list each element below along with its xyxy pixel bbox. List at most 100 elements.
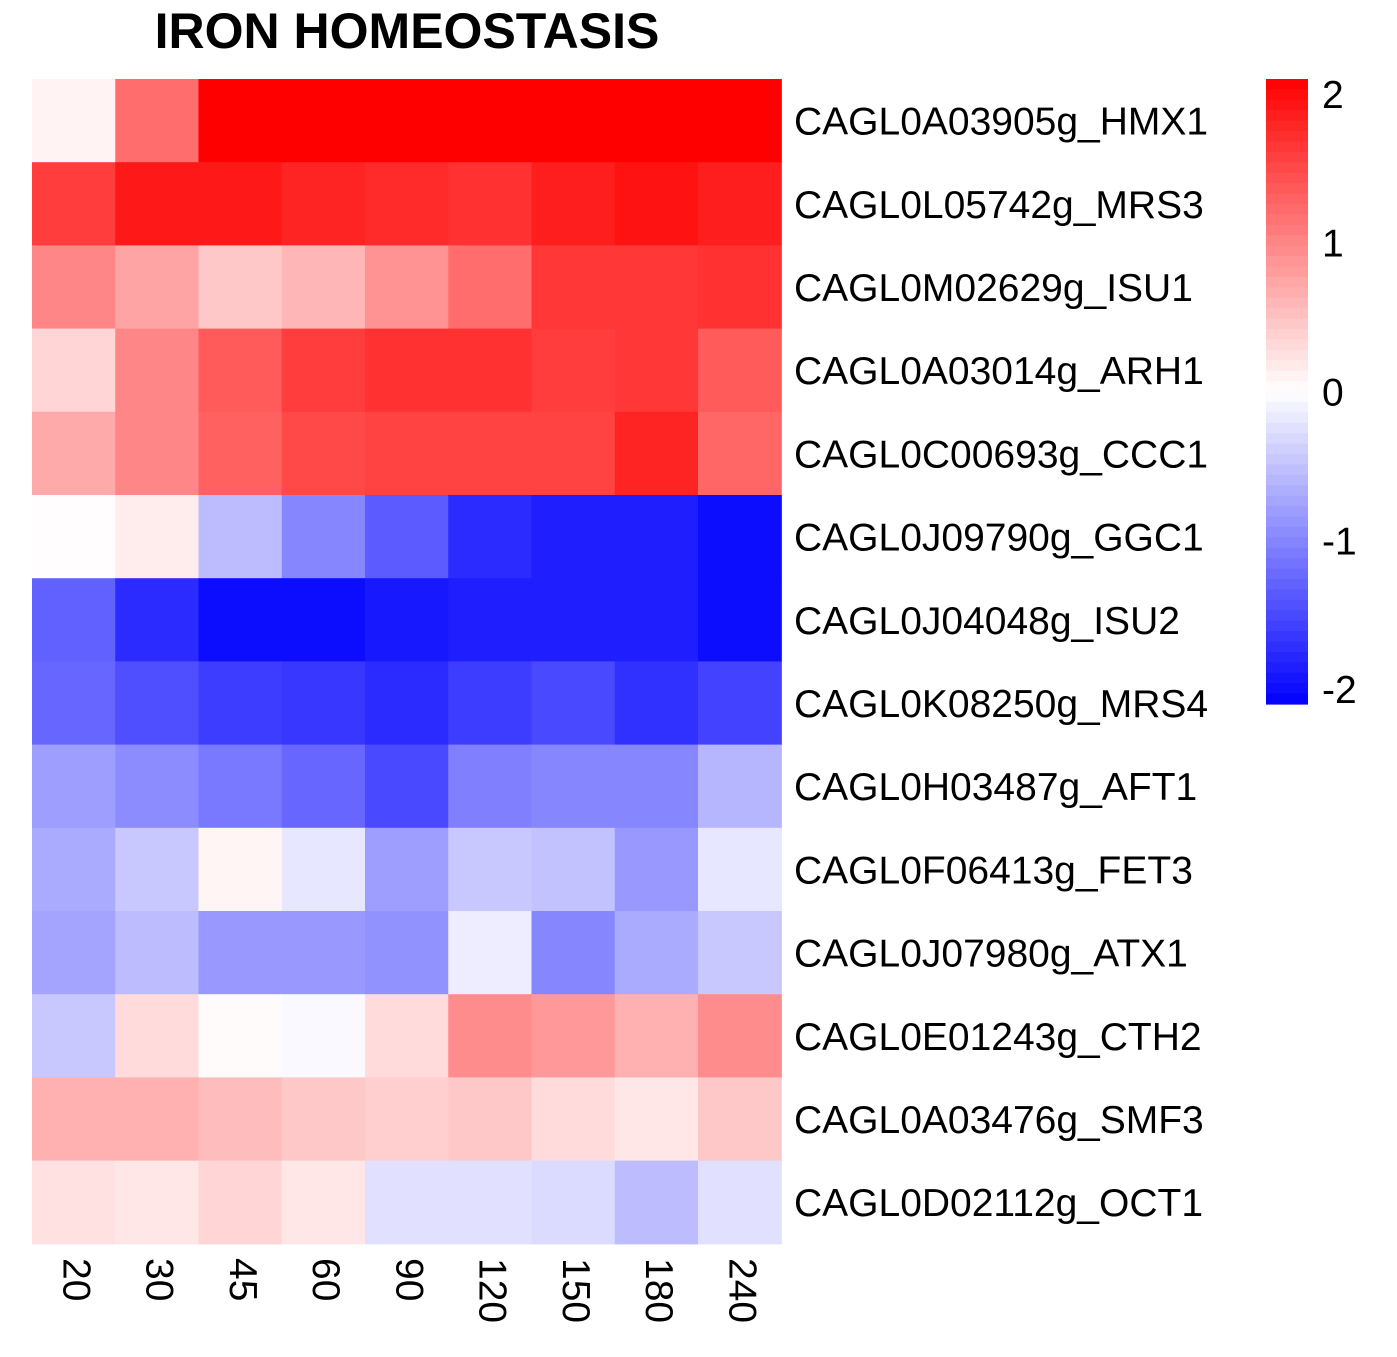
heatmap-cell — [614, 79, 699, 163]
column-label: 240 — [720, 1258, 763, 1323]
heatmap-cell — [198, 994, 283, 1078]
column-label: 180 — [637, 1258, 680, 1323]
heatmap-cell — [698, 827, 782, 912]
heatmap-cell — [32, 1160, 116, 1245]
heatmap-cell — [448, 328, 533, 413]
heatmap-cell — [281, 661, 366, 746]
heatmap-cell — [32, 661, 116, 746]
legend-tick-label: 0 — [1322, 372, 1344, 415]
row-label: CAGL0D02112g_OCT1 — [794, 1182, 1203, 1225]
heatmap-cell — [115, 411, 200, 496]
legend-swatch — [1266, 579, 1308, 591]
row-label: CAGL0C00693g_CCC1 — [794, 433, 1208, 476]
legend-swatch — [1266, 526, 1308, 538]
heatmap-cell — [448, 1160, 533, 1245]
row-labels: CAGL0A03905g_HMX1 CAGL0L05742g_MRS3 CAGL0M… — [794, 101, 1208, 1226]
row-label: CAGL0F06413g_FET3 — [794, 849, 1193, 892]
heatmap-cell — [281, 994, 366, 1078]
heatmap-cell — [32, 827, 116, 912]
legend-swatch — [1266, 443, 1308, 455]
legend-swatch — [1266, 589, 1308, 601]
heatmap-cell — [281, 245, 366, 330]
legend-swatch — [1266, 683, 1308, 695]
heatmap-cell — [365, 1160, 449, 1245]
heatmap-cell — [281, 827, 366, 912]
heatmap-cell — [614, 911, 699, 995]
heatmap-cell — [281, 495, 366, 579]
heatmap-cell — [614, 661, 699, 746]
heatmap-cell — [32, 1077, 116, 1162]
legend-swatch — [1266, 214, 1308, 226]
heatmap-cell — [448, 245, 533, 330]
legend-swatch — [1266, 568, 1308, 580]
column-label: 150 — [554, 1258, 597, 1323]
legend-swatch — [1266, 151, 1308, 163]
heatmap-cell — [198, 495, 283, 579]
heatmap-cell — [115, 1077, 200, 1162]
heatmap-cell — [614, 245, 699, 330]
row-label: CAGL0J09790g_GGC1 — [794, 517, 1204, 560]
legend-swatch — [1266, 89, 1308, 101]
heatmap-cell — [365, 994, 449, 1078]
heatmap-cell — [115, 911, 200, 995]
legend-swatch — [1266, 547, 1308, 559]
legend-swatch — [1266, 79, 1308, 91]
heatmap-cell — [365, 162, 449, 246]
heatmap-cell — [698, 1160, 782, 1245]
heatmap-cell — [115, 1160, 200, 1245]
heatmap-cell — [198, 911, 283, 995]
heatmap-cell — [531, 911, 616, 995]
legend-swatch — [1266, 422, 1308, 434]
heatmap-cell — [531, 79, 616, 163]
row-label: CAGL0K08250g_MRS4 — [794, 683, 1208, 726]
column-label: 60 — [304, 1258, 347, 1301]
legend-swatch — [1266, 516, 1308, 528]
heatmap-cell — [281, 744, 366, 829]
column-label: 45 — [221, 1258, 264, 1301]
heatmap-cell — [614, 744, 699, 829]
legend-swatch — [1266, 276, 1308, 288]
heatmap-cell — [365, 827, 449, 912]
heatmap-cell — [531, 827, 616, 912]
legend-swatch — [1266, 651, 1308, 663]
heatmap-cell — [698, 328, 782, 413]
legend-swatch — [1266, 412, 1308, 424]
heatmap-cell — [115, 661, 200, 746]
legend-swatch — [1266, 401, 1308, 413]
legend-swatch — [1266, 99, 1308, 111]
row-label: CAGL0A03905g_HMX1 — [794, 101, 1208, 144]
column-label: 120 — [471, 1258, 514, 1323]
heatmap-cell — [115, 495, 200, 579]
column-label: 90 — [387, 1258, 430, 1301]
heatmap-cell — [614, 1077, 699, 1162]
heatmap-cell — [365, 661, 449, 746]
heatmap-cell — [198, 328, 283, 413]
heatmap-cell — [32, 411, 116, 496]
legend-tick-label: -1 — [1322, 520, 1357, 563]
legend-swatch — [1266, 620, 1308, 632]
heatmap-cell — [365, 245, 449, 330]
heatmap-cell — [198, 245, 283, 330]
legend-swatch — [1266, 266, 1308, 278]
heatmap-cell — [448, 162, 533, 246]
heatmap-cell — [698, 994, 782, 1078]
row-label: CAGL0A03476g_SMF3 — [794, 1099, 1204, 1142]
heatmap-cell — [698, 578, 782, 662]
legend-swatch — [1266, 662, 1308, 674]
heatmap-cell — [531, 1077, 616, 1162]
heatmap-cell — [448, 827, 533, 912]
legend-swatch — [1266, 193, 1308, 205]
heatmap-cell — [115, 245, 200, 330]
heatmap-cell — [115, 994, 200, 1078]
legend-swatch — [1266, 318, 1308, 330]
heatmap-cell — [698, 411, 782, 496]
heatmap-cell — [115, 79, 200, 163]
heatmap-cell — [115, 328, 200, 413]
legend-swatch — [1266, 224, 1308, 236]
legend-swatch — [1266, 464, 1308, 476]
legend-swatch — [1266, 537, 1308, 549]
color-legend: 2 1 0 -1 -2 — [1266, 74, 1357, 712]
heatmap-cell — [531, 994, 616, 1078]
legend-tick-label: -2 — [1322, 669, 1357, 712]
heatmap-cell — [32, 79, 116, 163]
